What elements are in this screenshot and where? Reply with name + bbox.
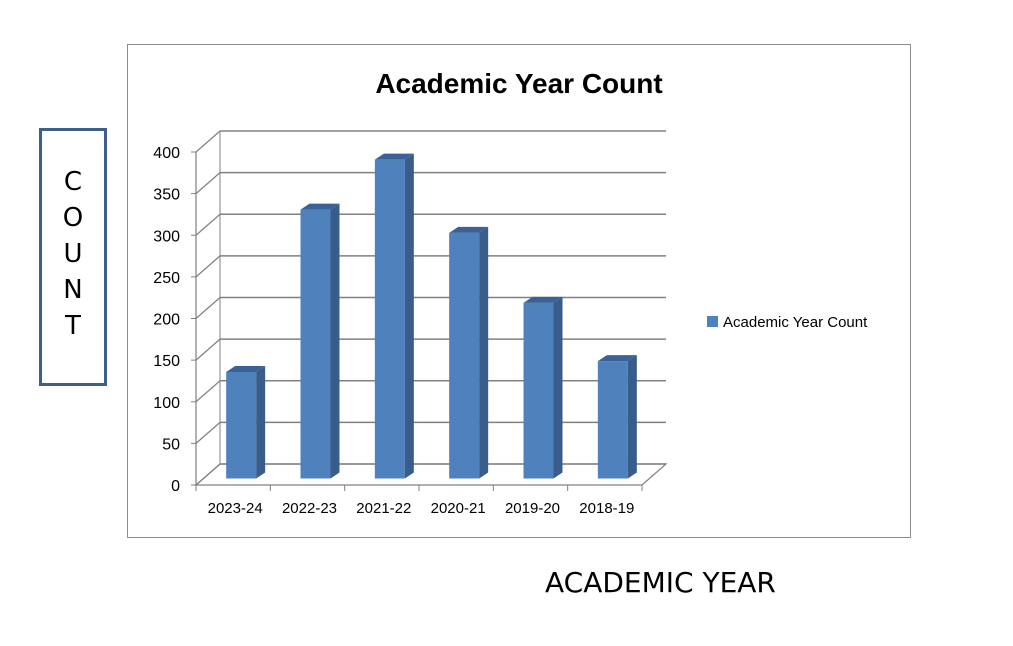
bar-top	[374, 153, 414, 160]
y-tick-label: 150	[153, 353, 180, 370]
bar-side	[479, 226, 489, 479]
bar	[300, 209, 331, 479]
gridline-depth	[195, 297, 221, 319]
bar-top	[449, 226, 489, 233]
y-tick-label: 400	[153, 145, 180, 162]
legend-label: Academic Year Count	[723, 314, 868, 331]
x-axis-label: ACADEMIC YEAR	[545, 566, 776, 599]
gridline-depth	[195, 213, 221, 236]
legend-swatch	[707, 316, 718, 327]
x-tick-label: 2020-21	[431, 500, 486, 517]
bar-top	[523, 296, 563, 303]
y-tick-label: 300	[153, 228, 180, 245]
chart-title: Academic Year Count	[375, 68, 662, 99]
chart-area: Academic Year Count 0 50 100 150 200 250 300 350…	[127, 44, 911, 538]
y-tick-label: 200	[153, 312, 180, 329]
x-tick-label: 2023-24	[208, 500, 263, 517]
y-tick-label: 250	[153, 270, 180, 287]
bar-side	[330, 203, 340, 479]
x-tick-label: 2021-22	[356, 500, 411, 517]
gridline-depth	[195, 421, 221, 444]
chart-svg: Academic Year Count 0 50 100 150 200 250 300 350…	[153, 68, 868, 517]
bar-top	[597, 355, 637, 362]
y-axis-label: COUNT	[58, 167, 88, 347]
y-tick-label: 350	[153, 187, 180, 204]
y-tick-label: 0	[171, 478, 180, 495]
bar-top	[300, 203, 340, 210]
bar	[597, 361, 628, 479]
bar-top	[226, 365, 266, 372]
y-tick-label: 50	[162, 436, 180, 453]
y-tick-label: 100	[153, 395, 180, 412]
chart-floor	[194, 463, 668, 486]
gridline-depth	[195, 255, 221, 278]
bar	[374, 159, 405, 479]
gridline-depth	[195, 172, 221, 195]
bar	[523, 302, 554, 479]
bar-side	[553, 296, 563, 479]
x-tick-label: 2019-20	[505, 500, 560, 517]
bar	[226, 371, 257, 479]
gridline-depth	[195, 380, 221, 403]
y-axis-label-box: COUNT	[39, 128, 107, 386]
gridline-depth	[195, 338, 221, 361]
bar-side	[627, 355, 637, 479]
gridline-depth	[195, 130, 221, 153]
x-tick-label: 2018-19	[579, 500, 634, 517]
bar-side	[404, 153, 414, 479]
x-tick-label: 2022-23	[282, 500, 337, 517]
bar	[449, 232, 480, 479]
bar-side	[256, 365, 266, 479]
